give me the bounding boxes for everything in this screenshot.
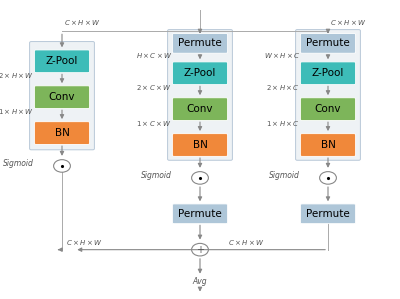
Text: Permute: Permute <box>178 209 222 219</box>
FancyBboxPatch shape <box>300 134 356 156</box>
Text: $C\times H\times W$: $C\times H\times W$ <box>66 238 102 247</box>
Text: Conv: Conv <box>49 92 75 102</box>
Text: Avg: Avg <box>193 277 207 286</box>
Text: Sigmoid: Sigmoid <box>269 171 300 180</box>
Text: $C\times H\times W$: $C\times H\times W$ <box>64 18 100 27</box>
FancyBboxPatch shape <box>30 42 94 150</box>
Text: Sigmoid: Sigmoid <box>3 159 34 168</box>
FancyBboxPatch shape <box>34 122 90 144</box>
FancyBboxPatch shape <box>300 33 356 53</box>
Text: $2\times H\times W$: $2\times H\times W$ <box>0 71 34 80</box>
Text: $H\times C\times W$: $H\times C\times W$ <box>136 51 172 60</box>
Text: $C\times H\times W$: $C\times H\times W$ <box>228 238 264 247</box>
Text: Sigmoid: Sigmoid <box>141 171 172 180</box>
Text: Z-Pool: Z-Pool <box>312 68 344 78</box>
FancyBboxPatch shape <box>296 30 360 160</box>
FancyBboxPatch shape <box>34 50 90 73</box>
FancyBboxPatch shape <box>172 98 228 120</box>
Text: $1\times H\times W$: $1\times H\times W$ <box>0 107 34 116</box>
Text: $1\times H\times C$: $1\times H\times C$ <box>266 119 300 128</box>
FancyBboxPatch shape <box>172 134 228 156</box>
Text: Permute: Permute <box>306 38 350 48</box>
FancyBboxPatch shape <box>300 62 356 85</box>
FancyBboxPatch shape <box>172 204 228 224</box>
FancyBboxPatch shape <box>300 204 356 224</box>
Text: BN: BN <box>54 128 70 138</box>
Text: $C\times H\times W$: $C\times H\times W$ <box>330 18 366 27</box>
Text: $2\times H\times C$: $2\times H\times C$ <box>266 83 300 92</box>
Text: Z-Pool: Z-Pool <box>184 68 216 78</box>
Text: Permute: Permute <box>178 38 222 48</box>
FancyBboxPatch shape <box>168 30 232 160</box>
Text: $2\times C\times W$: $2\times C\times W$ <box>136 83 172 92</box>
Text: BN: BN <box>192 140 208 150</box>
Text: Conv: Conv <box>315 104 341 114</box>
Text: $1\times C\times W$: $1\times C\times W$ <box>136 119 172 128</box>
FancyBboxPatch shape <box>172 62 228 85</box>
FancyBboxPatch shape <box>300 98 356 120</box>
Text: Z-Pool: Z-Pool <box>46 56 78 66</box>
Text: Conv: Conv <box>187 104 213 114</box>
FancyBboxPatch shape <box>34 86 90 109</box>
Text: Permute: Permute <box>306 209 350 219</box>
Text: $W\times H\times C$: $W\times H\times C$ <box>264 51 300 60</box>
FancyBboxPatch shape <box>172 33 228 53</box>
Text: BN: BN <box>320 140 336 150</box>
Text: +: + <box>196 245 204 255</box>
